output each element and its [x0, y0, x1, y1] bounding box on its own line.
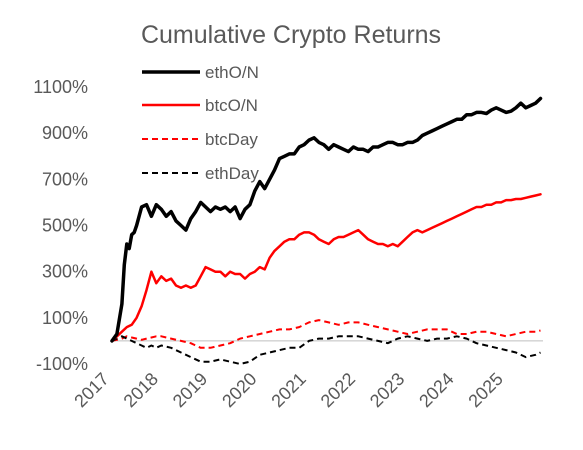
x-tick-label: 2025 — [464, 369, 506, 411]
x-tick-label: 2020 — [218, 369, 260, 411]
series-line-btco-n — [110, 193, 542, 343]
y-tick-label: 300% — [42, 262, 88, 282]
series-layer — [110, 96, 543, 365]
y-tick-label: -100% — [36, 354, 88, 374]
x-tick-label: 2018 — [120, 369, 162, 411]
series-line-etho-n — [110, 96, 543, 343]
legend: ethO/N btcO/N btcDay ethDay — [142, 63, 259, 183]
legend-label: btcO/N — [205, 96, 258, 115]
x-tick-label: 2017 — [70, 369, 112, 411]
x-tick-label: 2022 — [317, 369, 359, 411]
x-tick-label: 2023 — [366, 369, 408, 411]
x-tick-label: 2024 — [415, 369, 457, 411]
y-tick-label: 900% — [42, 123, 88, 143]
legend-label: btcDay — [205, 130, 258, 149]
legend-label: ethO/N — [205, 63, 259, 82]
y-tick-label: 700% — [42, 169, 88, 189]
x-tick-label: 2021 — [267, 369, 309, 411]
y-tick-label: 100% — [42, 308, 88, 328]
axis-layer: 1100%900%700%500%300%100%-100%2017 2018 20… — [33, 77, 543, 411]
x-tick-label: 2019 — [169, 369, 211, 411]
series-line-ethday — [111, 335, 541, 365]
y-tick-label: 500% — [42, 216, 88, 236]
y-tick-label: 1100% — [33, 77, 88, 97]
series-line-btcday — [111, 319, 541, 349]
legend-label: ethDay — [205, 164, 259, 183]
chart-title: Cumulative Crypto Returns — [141, 21, 441, 49]
